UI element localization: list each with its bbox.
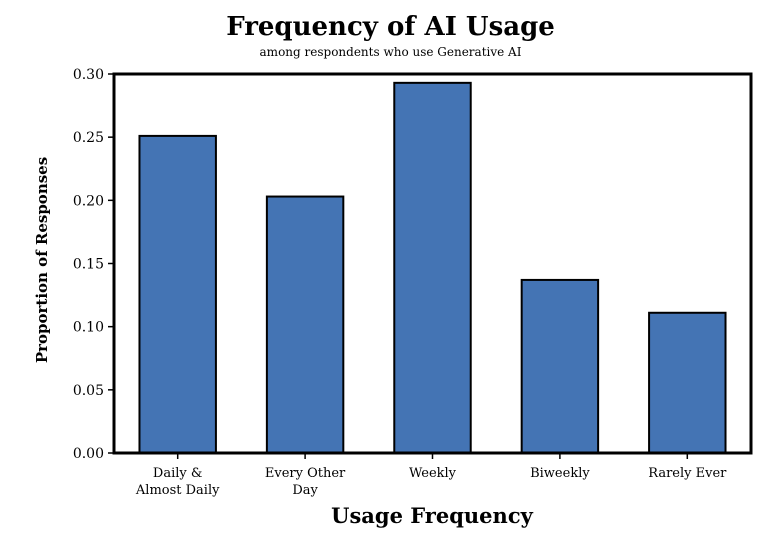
bar — [265, 195, 345, 454]
chart-title: Frequency of AI Usage — [226, 12, 555, 42]
y-tick-label: 0.10 — [73, 320, 104, 336]
y-tick-label: 0.25 — [73, 130, 104, 146]
bar — [648, 311, 727, 454]
y-tick-label: 0.15 — [73, 257, 104, 273]
y-tick-label: 0.20 — [73, 193, 104, 209]
chart-subtitle: among respondents who use Generative AI — [259, 45, 522, 59]
x-tick-label: Daily & — [153, 466, 203, 481]
y-axis-label: Proportion of Responses — [33, 156, 51, 364]
x-axis-label: Usage Frequency — [331, 503, 533, 528]
y-tick-label: 0.00 — [73, 446, 104, 462]
bar — [138, 134, 217, 455]
x-tick-label: Almost Daily — [135, 483, 220, 498]
x-tick-label: Day — [292, 483, 318, 498]
x-tick-label: Every Other — [265, 466, 346, 481]
bar — [393, 81, 472, 455]
x-tick-label: Rarely Ever — [648, 466, 727, 481]
y-tick-label: 0.05 — [73, 383, 104, 399]
bar — [520, 278, 600, 454]
x-tick-label: Biweekly — [530, 466, 590, 481]
y-tick-label: 0.30 — [73, 67, 104, 83]
x-tick-label: Weekly — [409, 466, 457, 481]
